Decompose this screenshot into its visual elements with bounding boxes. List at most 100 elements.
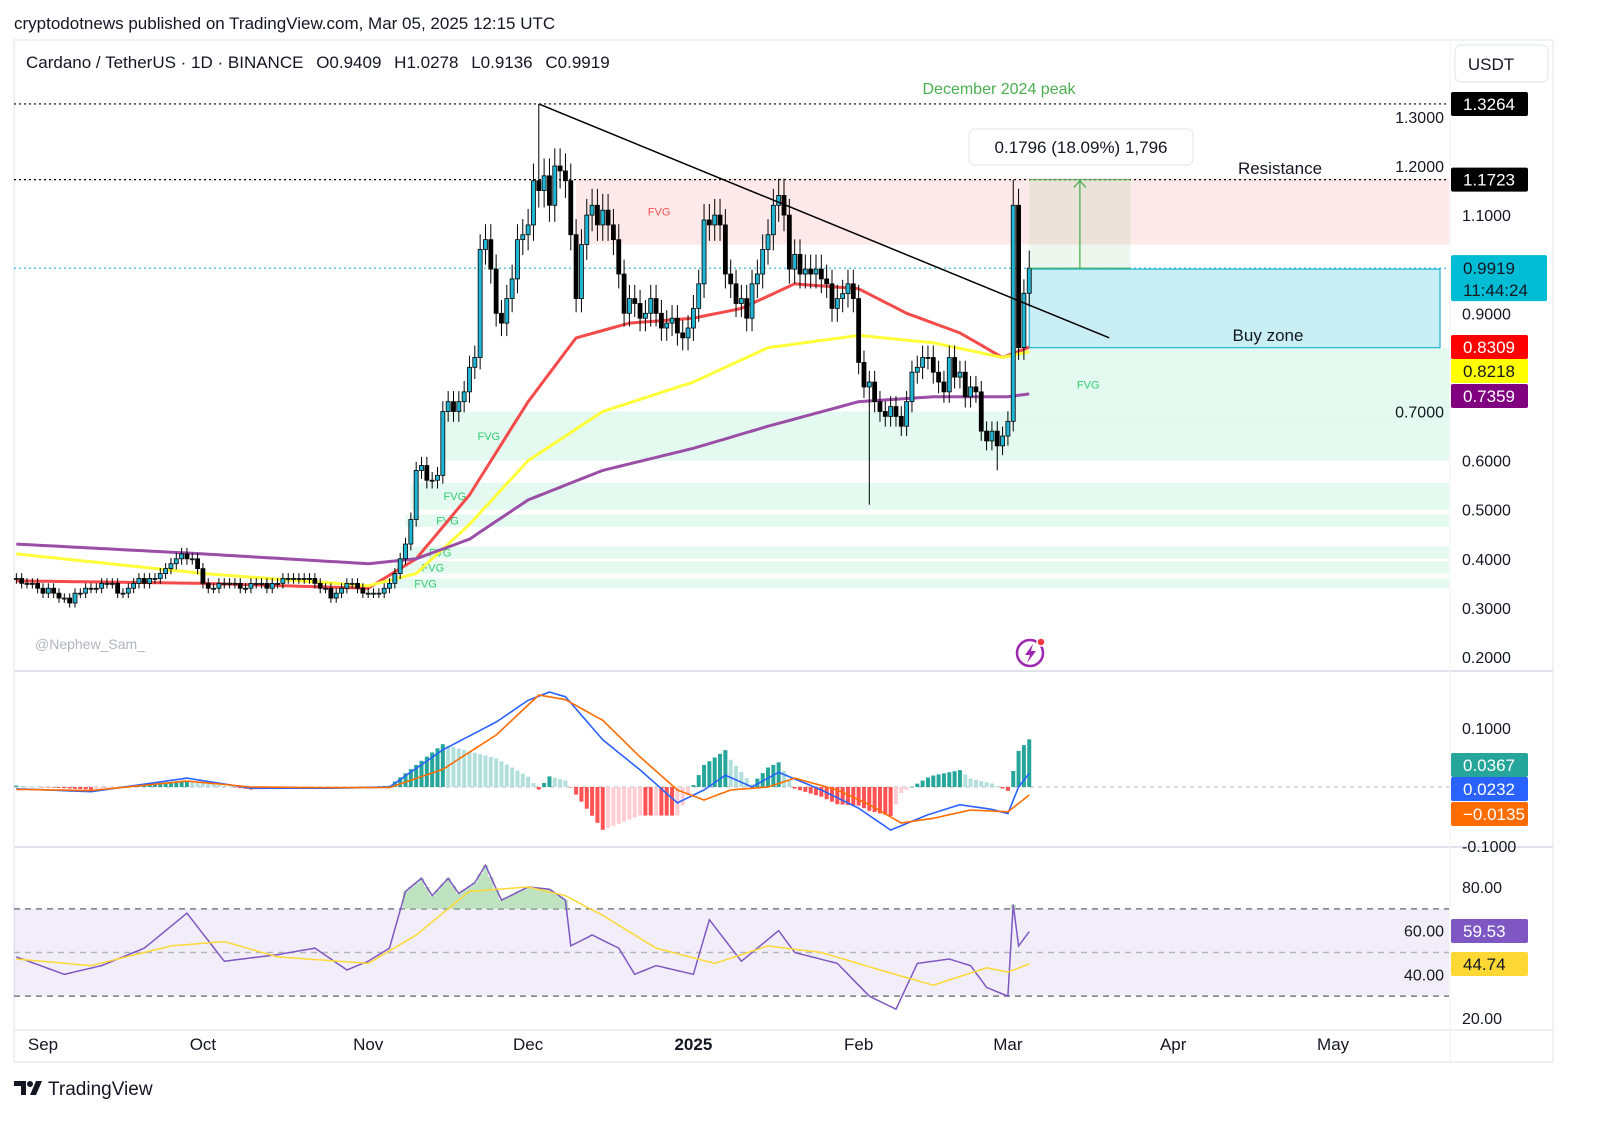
price-tick: 0.2000 <box>1462 650 1511 667</box>
price-badge <box>1451 753 1528 777</box>
buy-zone-annotation: Buy zone <box>1233 326 1304 345</box>
candle-up <box>285 578 291 580</box>
candle-up <box>925 357 931 359</box>
lightning-icon[interactable] <box>1015 637 1046 668</box>
arrow-up-icon <box>1073 179 1087 189</box>
resistance-annotation: Resistance <box>1238 159 1322 178</box>
candle-down <box>717 214 723 226</box>
candle-up <box>371 592 376 595</box>
candle-up <box>344 582 350 589</box>
price-badge-label: 0.8218 <box>1463 362 1515 381</box>
candle-up <box>1005 420 1011 437</box>
candle-up <box>387 582 392 589</box>
currency-label: USDT <box>1468 55 1514 74</box>
measure-label: 0.1796 (18.09%) 1,796 <box>995 138 1168 157</box>
candle-down <box>237 582 243 589</box>
macd-histogram-bar <box>536 787 541 790</box>
candle-up <box>221 582 227 585</box>
trendline[interactable] <box>538 103 1110 339</box>
candle-up <box>291 578 296 580</box>
candle-down <box>973 386 979 393</box>
time-tick: Feb <box>844 1035 873 1054</box>
macd-histogram-bar <box>787 779 792 787</box>
macd-histogram-bar <box>782 771 787 787</box>
candle-down <box>19 578 25 584</box>
candle-up <box>397 558 403 574</box>
macd-histogram-bar <box>728 759 733 787</box>
candle-up <box>909 371 915 403</box>
candle-down <box>205 582 211 589</box>
price-badge <box>1451 952 1528 976</box>
macd-histogram-bar <box>909 786 914 788</box>
candle-up <box>461 391 467 403</box>
drawings-layer[interactable]: 0.1796 (18.09%) 1,796 December 2024 peak R… <box>538 81 1322 345</box>
fvg-zone-bullish <box>394 561 1450 574</box>
macd-histogram-bar <box>973 779 978 787</box>
candle-up <box>147 578 153 584</box>
macd-histogram-bar <box>435 748 440 787</box>
candle-down <box>595 204 600 226</box>
macd-histogram-bar <box>680 787 685 806</box>
time-tick: Sep <box>28 1035 58 1054</box>
price-badge-label: 44.74 <box>1463 955 1506 974</box>
macd-histogram-bar <box>622 787 627 822</box>
candle-down <box>722 224 728 275</box>
candle-up <box>541 175 547 191</box>
macd-histogram-bar <box>872 787 877 813</box>
candle-up <box>600 209 606 226</box>
macd-histogram-bar <box>451 747 456 787</box>
candle-down <box>653 298 659 314</box>
candle-down <box>984 430 989 442</box>
price-badge-label: −0.0135 <box>1463 805 1525 824</box>
candle-up <box>440 411 446 476</box>
macd-histogram-bar <box>995 785 1000 787</box>
candle-up <box>333 592 339 599</box>
tradingview-logo[interactable]: TradingView <box>14 1079 153 1100</box>
candle-up <box>866 381 872 388</box>
candle-up <box>579 244 584 299</box>
candle-up <box>99 582 105 589</box>
candle-up <box>648 298 654 314</box>
candle-up <box>280 578 286 584</box>
candle-down <box>621 273 627 314</box>
candle-up <box>914 366 920 373</box>
ohlc-close: C0.9919 <box>545 53 609 72</box>
price-badge-label: 0.7359 <box>1463 387 1515 406</box>
candle-up <box>216 582 222 589</box>
macd-histogram-bar <box>494 758 499 787</box>
macd-histogram-bar <box>174 781 179 787</box>
measure-label-box <box>968 128 1194 166</box>
candle-down <box>568 180 574 236</box>
price-tick: 0.6000 <box>1462 454 1511 471</box>
candle-up <box>408 519 414 545</box>
macd-histogram-bar <box>531 783 536 787</box>
candle-down <box>360 587 366 594</box>
candle-down <box>200 568 206 584</box>
currency-button[interactable]: USDT <box>1454 44 1549 83</box>
macd-histogram-bar <box>638 787 643 816</box>
candle-down <box>493 268 499 314</box>
price-tick: 0.7000 <box>1395 405 1444 422</box>
candle-up <box>365 592 371 595</box>
candle-up <box>813 268 819 275</box>
macd-histogram-bar <box>819 787 824 797</box>
macd-histogram-bar <box>723 750 728 787</box>
candle-up <box>275 582 280 585</box>
candle-down <box>312 578 318 584</box>
candle-up <box>904 401 910 427</box>
macd-histogram-bar <box>947 772 952 787</box>
macd-histogram-bar <box>963 774 968 787</box>
macd-histogram-bar <box>1005 787 1010 791</box>
candle-down <box>115 582 121 594</box>
candle-down <box>616 239 622 275</box>
candle-up <box>136 578 142 584</box>
macd-histogram-bar <box>664 787 669 816</box>
macd-histogram-bar <box>222 785 227 787</box>
countdown-label: 11:44:24 <box>1463 281 1528 300</box>
candle-up <box>946 357 952 393</box>
macd-histogram-bar <box>19 785 24 787</box>
macd-histogram-bar <box>392 781 397 787</box>
candle-up <box>88 587 94 590</box>
